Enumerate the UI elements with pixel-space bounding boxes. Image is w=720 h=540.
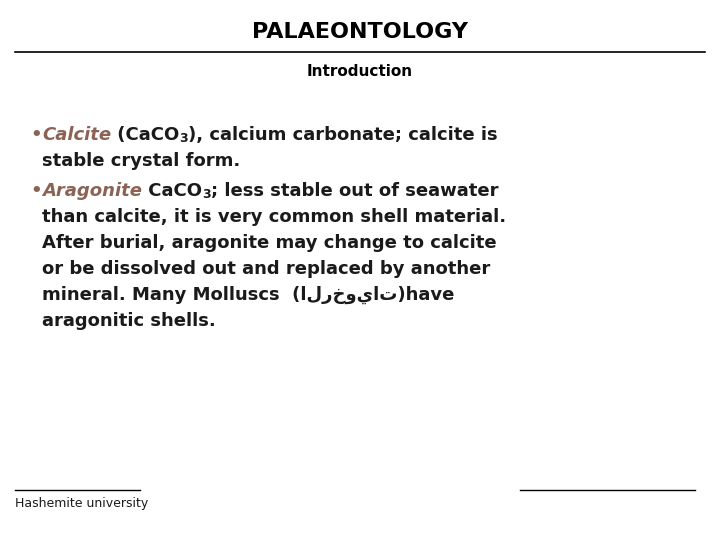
Text: •: • [30,182,42,200]
Text: After burial, aragonite may change to calcite: After burial, aragonite may change to ca… [42,234,497,252]
Text: PALAEONTOLOGY: PALAEONTOLOGY [252,22,468,42]
Text: or be dissolved out and replaced by another: or be dissolved out and replaced by anot… [42,260,490,278]
Text: ; less stable out of seawater: ; less stable out of seawater [211,182,498,200]
Text: (CaCO: (CaCO [111,126,179,144]
Text: aragonitic shells.: aragonitic shells. [42,312,216,330]
Text: •: • [30,126,42,144]
Text: Aragonite: Aragonite [42,182,142,200]
Text: CaCO: CaCO [142,182,202,200]
Text: stable crystal form.: stable crystal form. [42,152,240,170]
Text: ), calcium carbonate; calcite is: ), calcium carbonate; calcite is [188,126,498,144]
Text: mineral. Many Molluscs  (الرخويات)have: mineral. Many Molluscs (الرخويات)have [42,286,454,304]
Text: Hashemite university: Hashemite university [15,497,148,510]
Text: 3: 3 [202,188,211,201]
Text: 3: 3 [179,132,188,145]
Text: Introduction: Introduction [307,64,413,79]
Text: than calcite, it is very common shell material.: than calcite, it is very common shell ma… [42,208,506,226]
Text: Calcite: Calcite [42,126,111,144]
